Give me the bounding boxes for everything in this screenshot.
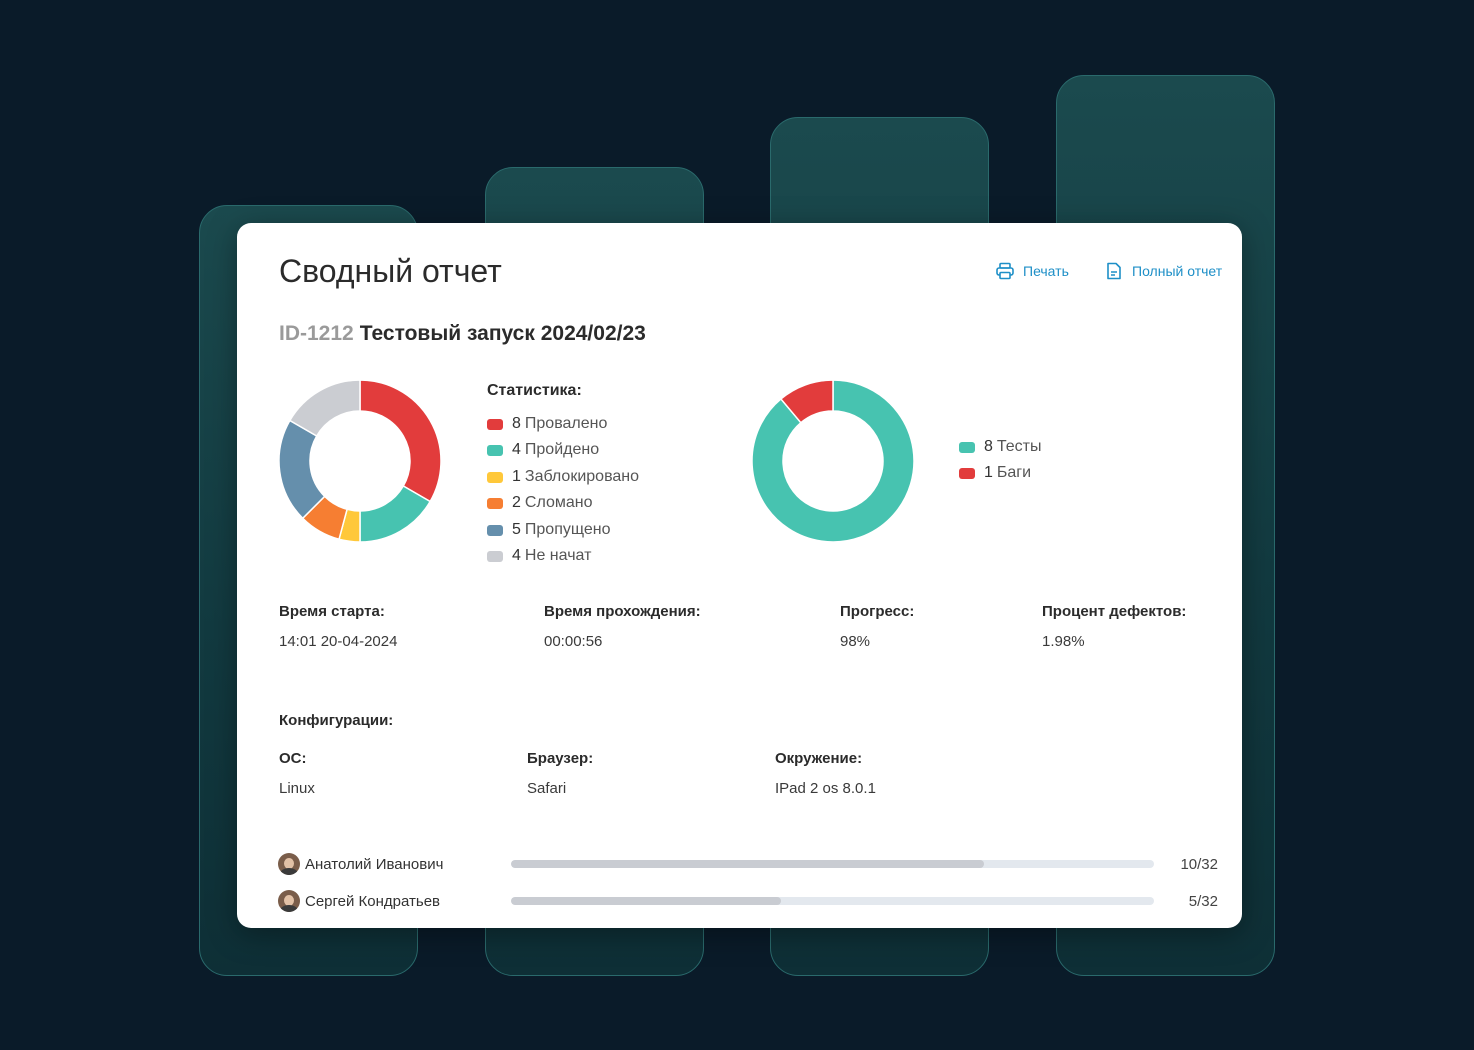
user-progress-bar (511, 897, 1154, 905)
legend-label: Провалено (524, 415, 608, 432)
donut-slice-1 (359, 379, 442, 503)
legend-item-bugs: 1 Баги (959, 464, 1031, 482)
defect-rate-value: 1.98% (1042, 633, 1085, 650)
print-label: Печать (1023, 263, 1069, 279)
print-button[interactable]: Печать (995, 261, 1069, 281)
legend-label: Баги (996, 464, 1032, 481)
run-name: Тестовый запуск 2024/02/23 (359, 322, 646, 345)
avatar (278, 890, 300, 912)
donut-slice-6 (288, 379, 361, 438)
legend-label: Тесты (996, 438, 1042, 455)
legend-item-broken: 2 Сломано (487, 494, 593, 512)
run-id: ID-1212 (279, 322, 354, 345)
user-name: Сергей Кондратьев (305, 892, 441, 910)
donut-slice-1 (751, 379, 915, 543)
full-report-button[interactable]: Полный отчет (1104, 261, 1222, 281)
start-time-value: 14:01 20-04-2024 (279, 633, 398, 650)
legend-count: 4 (512, 441, 521, 458)
os-label: ОС: (279, 750, 307, 767)
page-title: Сводный отчет (279, 253, 502, 289)
legend-count: 8 (984, 438, 993, 455)
legend-item-passed: 4 Пройдено (487, 441, 599, 459)
legend-swatch (487, 471, 503, 483)
start-time-label: Время старта: (279, 603, 385, 620)
legend-item-not-started: 4 Не начат (487, 547, 591, 565)
environment-value: IPad 2 os 8.0.1 (775, 780, 876, 797)
user-name: Анатолий Иванович (305, 855, 444, 873)
document-icon (1104, 261, 1124, 281)
configurations-heading: Конфигурации: (279, 712, 394, 729)
user-count: 5/32 (1188, 893, 1218, 910)
user-row: Анатолий Иванович (278, 853, 443, 875)
full-report-label: Полный отчет (1132, 263, 1223, 279)
legend-count: 4 (512, 547, 521, 564)
legend-count: 8 (512, 415, 521, 432)
legend-item-blocked: 1 Заблокировано (487, 468, 639, 486)
legend-label: Заблокировано (524, 468, 640, 485)
browser-label: Браузер: (527, 750, 594, 767)
user-progress-fill (511, 897, 782, 905)
avatar (278, 853, 300, 875)
os-value: Linux (279, 780, 315, 797)
defects-donut-chart (751, 379, 915, 543)
user-progress-bar (511, 860, 1154, 868)
legend-item-tests: 8 Тесты (959, 438, 1042, 456)
legend-swatch (487, 524, 503, 536)
browser-value: Safari (527, 780, 567, 797)
legend-count: 1 (512, 468, 521, 485)
duration-value: 00:00:56 (544, 633, 603, 650)
legend-label: Пройдено (524, 441, 600, 458)
legend-label: Не начат (524, 547, 592, 564)
legend-swatch (959, 467, 975, 479)
run-title: ID-1212 Тестовый запуск 2024/02/23 (279, 322, 646, 346)
environment-label: Окружение: (775, 750, 863, 767)
printer-icon (995, 261, 1015, 281)
user-count: 10/32 (1180, 856, 1218, 873)
legend-swatch (959, 441, 975, 453)
summary-report-card: Сводный отчет Печать Полный отчет ID-121… (237, 223, 1242, 928)
donut-slice-2 (779, 379, 834, 424)
legend-count: 1 (984, 464, 993, 481)
user-row: Сергей Кондратьев (278, 890, 440, 912)
legend-item-failed: 8 Провалено (487, 415, 607, 433)
legend-item-skipped: 5 Пропущено (487, 521, 610, 539)
user-progress-fill (511, 860, 984, 868)
legend-swatch (487, 444, 503, 456)
statistics-heading: Статистика: (487, 382, 582, 399)
progress-value: 98% (840, 633, 871, 650)
legend-swatch (487, 550, 503, 562)
progress-label: Прогресс: (840, 603, 915, 620)
legend-swatch (487, 497, 503, 509)
legend-count: 5 (512, 521, 521, 538)
legend-label: Сломано (524, 494, 593, 511)
status-donut-chart (278, 379, 442, 543)
legend-label: Пропущено (524, 521, 611, 538)
legend-count: 2 (512, 494, 521, 511)
legend-swatch (487, 418, 503, 430)
duration-label: Время прохождения: (544, 603, 701, 620)
defect-rate-label: Процент дефектов: (1042, 603, 1187, 620)
